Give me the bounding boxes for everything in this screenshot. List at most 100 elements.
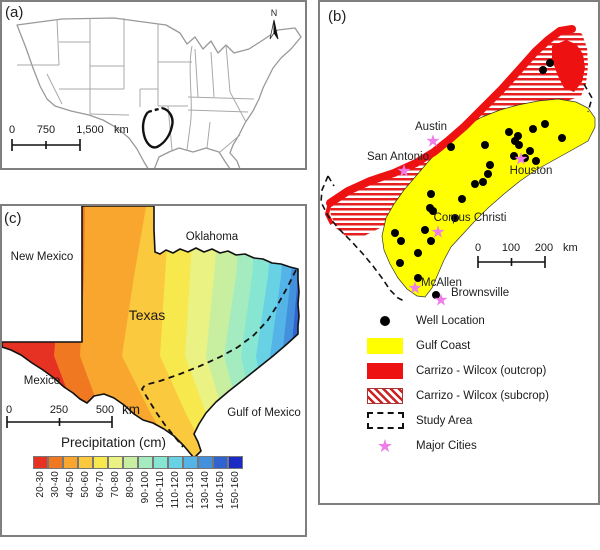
well-location-dot [421, 226, 429, 234]
legend-row: Carrizo - Wilcox (subcrop) [366, 383, 594, 408]
city-label: Austin [415, 121, 447, 133]
precipitation-colorbar: 20-30 30-40 40-50 50-60 60-70 70-80 80-90 90-10… [33, 456, 243, 525]
major-city-star-icon: ★ [430, 223, 445, 242]
well-location-dot [397, 237, 405, 245]
colorbar-tick-label: 140-150 [215, 471, 226, 510]
well-location-dot [521, 154, 529, 162]
panel-b-aquifer-map: (b) ★ Austin ★ San Antonio ★ [318, 0, 600, 505]
legend-row: Carrizo - Wilcox (outcrop) [366, 358, 594, 383]
well-location-dot [432, 291, 440, 299]
city-label: Brownsville [451, 287, 509, 299]
study-area-outline-dashed [147, 106, 163, 114]
colorbar-swatch [168, 456, 183, 469]
colorbar-cell: 120-130 [183, 456, 198, 525]
well-location-dot [526, 147, 534, 155]
colorbar-cell: 110-120 [168, 456, 183, 525]
colorbar-tick-label: 40-50 [65, 471, 76, 498]
colorbar-tick-label: 100-110 [155, 471, 166, 509]
colorbar-tick-label: 70-80 [110, 471, 121, 498]
region-label-mexico: Mexico [24, 375, 60, 387]
colorbar-swatch [138, 456, 153, 469]
city-label: Corpus Christi [434, 212, 507, 224]
legend-row: ★ Major Cities [366, 433, 594, 458]
legend-label: Study Area [416, 414, 473, 427]
outcrop-swatch [366, 362, 404, 379]
study-area-dashed-line [140, 269, 297, 448]
colorbar-cell: 130-140 [198, 456, 213, 525]
panel-a-label: (a) [5, 4, 24, 21]
subcrop-hatch-swatch [366, 387, 404, 404]
scale-a-0: 0 [9, 124, 15, 136]
well-location-dot [505, 128, 513, 136]
scale-bar-c: 0 250 500 km [6, 402, 140, 428]
colorbar-swatch [78, 456, 93, 469]
panel-c-precipitation-map: (c) New Mexico Oklahoma Texas Mexico Gul… [0, 204, 307, 537]
well-location-dot [481, 141, 489, 149]
legend-label: Carrizo - Wilcox (subcrop) [416, 389, 549, 402]
well-location-dot [529, 125, 537, 133]
colorbar-cell: 40-50 [63, 456, 78, 525]
cities-layer: ★Austin★San Antonio ★Houston★Corpus Chris… [367, 121, 552, 310]
well-location-dot [396, 259, 404, 267]
map-legend: Well Location Gulf Coast Carrizo - Wilcox … [366, 308, 594, 458]
major-city-star-icon: ★ [433, 291, 448, 310]
major-city-star-icon: ★ [513, 150, 528, 169]
well-location-dot [414, 249, 422, 257]
region-label-texas: Texas [129, 307, 166, 323]
scale-c-0: 0 [6, 404, 12, 416]
texas-outline [2, 206, 300, 459]
well-location-dot [484, 170, 492, 178]
well-location-dot [515, 141, 523, 149]
well-location-dot [427, 237, 435, 245]
colorbar-tick-label: 150-160 [230, 471, 241, 510]
colorbar-title: Precipitation (cm) [60, 435, 167, 450]
scale-b-2: 200 [535, 242, 553, 254]
colorbar-cell: 90-100 [138, 456, 153, 525]
colorbar-swatch [48, 456, 63, 469]
study-area-outline-solid [141, 106, 174, 149]
colorbar-tick-label: 60-70 [95, 471, 106, 498]
scale-c-unit: km [122, 402, 140, 417]
colorbar-tick-label: 130-140 [200, 471, 211, 510]
colorbar-tick-label: 50-60 [80, 471, 91, 498]
city-label: San Antonio [367, 151, 429, 163]
study-area-swatch [366, 412, 404, 429]
city-label: McAllen [421, 277, 462, 289]
well-location-dot [479, 178, 487, 186]
well-location-dot [447, 143, 455, 151]
colorbar-cell: 150-160 [228, 456, 243, 525]
panel-b-label: (b) [328, 8, 347, 25]
region-label-oklahoma: Oklahoma [186, 231, 239, 243]
colorbar-cell: 80-90 [123, 456, 138, 525]
texas-precipitation-map: New Mexico Oklahoma Texas Mexico Gulf of… [2, 206, 305, 471]
gulf-coast-swatch [366, 337, 404, 354]
scale-b-0: 0 [475, 242, 481, 254]
colorbar-swatch [108, 456, 123, 469]
well-location-dot [471, 180, 479, 188]
north-arrow: N [269, 8, 279, 40]
panel-c-label: (c) [4, 210, 22, 227]
scale-a-1: 750 [37, 124, 55, 136]
wells-layer [391, 59, 566, 299]
legend-label: Carrizo - Wilcox (outcrop) [416, 364, 547, 377]
colorbar-cell: 60-70 [93, 456, 108, 525]
well-location-dot [546, 59, 554, 67]
precipitation-band [299, 206, 305, 471]
colorbar-cell: 30-40 [48, 456, 63, 525]
north-arrow-label: N [271, 8, 278, 18]
well-location-dot [391, 229, 399, 237]
well-location-dot [510, 152, 518, 160]
colorbar-cell: 70-80 [108, 456, 123, 525]
gulf-coast-region [381, 98, 596, 298]
well-location-dot [414, 274, 422, 282]
region-label-new-mexico: New Mexico [11, 251, 74, 263]
scale-a-2: 1,500 [76, 124, 104, 136]
well-dot-icon [366, 315, 404, 326]
aquifer-map: ★Austin★San Antonio ★Houston★Corpus Chris… [320, 25, 596, 310]
major-city-star-icon: ★ [396, 162, 411, 181]
colorbar-swatch [213, 456, 228, 469]
us-map: N 0 750 1,500 km [9, 8, 302, 168]
scale-b-1: 100 [502, 242, 520, 254]
region-label-gulf-of-mexico: Gulf of Mexico [227, 407, 301, 419]
well-location-dot [429, 207, 437, 215]
